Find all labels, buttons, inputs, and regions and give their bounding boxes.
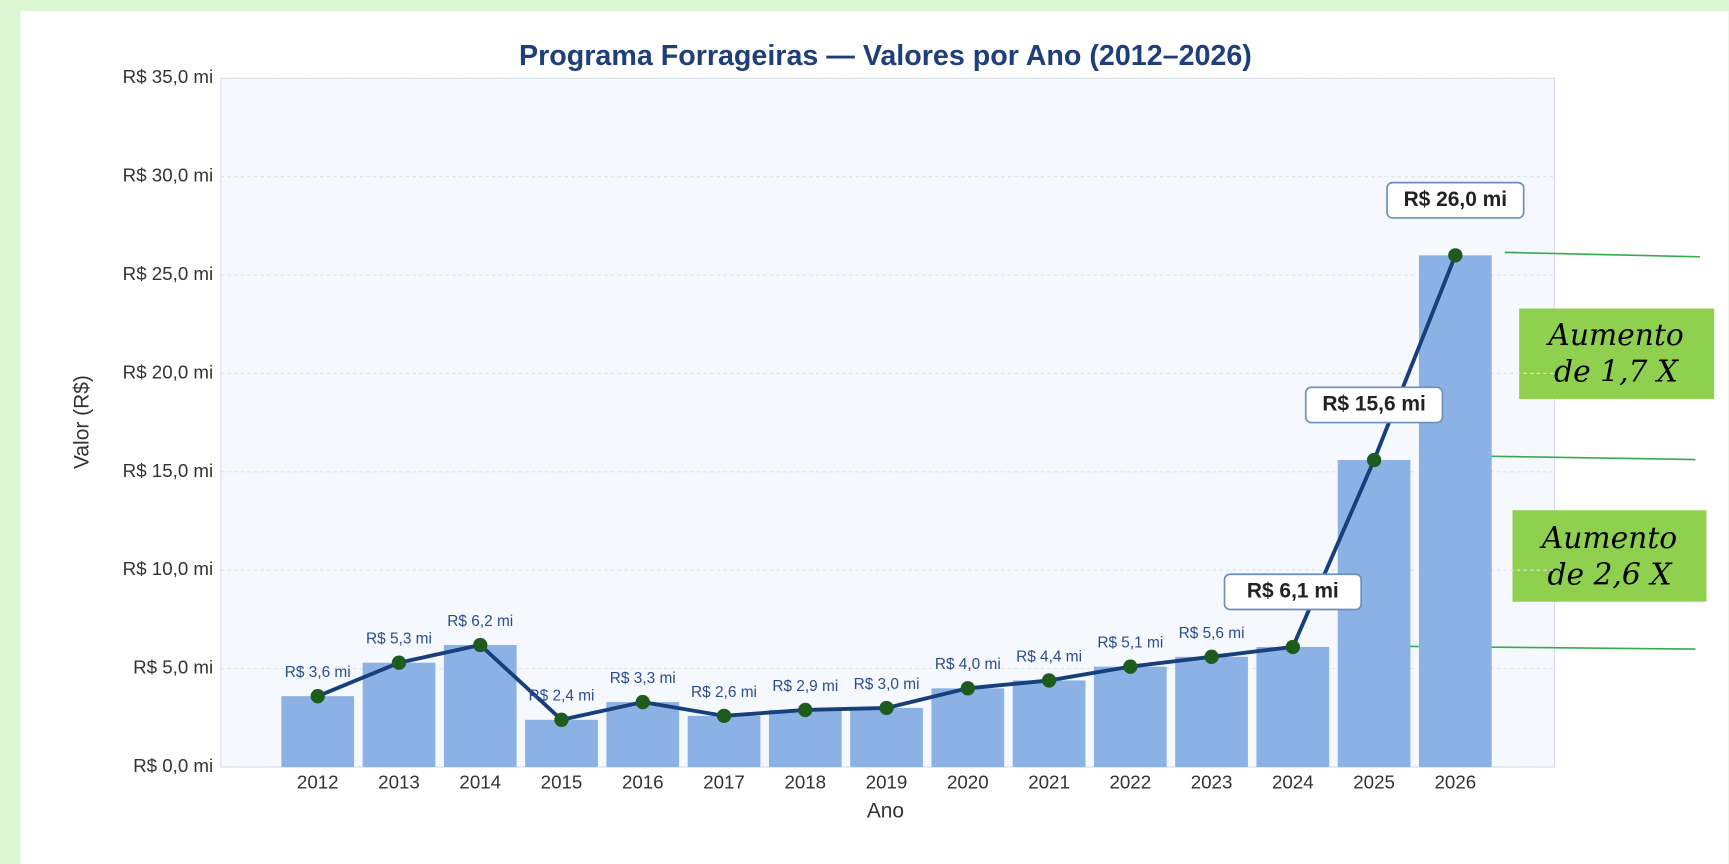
y-tick-label: R$ 20,0 mi <box>123 361 214 382</box>
data-label: R$ 5,6 mi <box>1179 625 1245 642</box>
marker <box>798 702 813 718</box>
bar <box>1256 646 1330 768</box>
data-label: R$ 2,6 mi <box>691 684 757 701</box>
y-tick-label: R$ 25,0 mi <box>123 263 214 284</box>
annotation-box <box>1512 510 1707 602</box>
data-label: R$ 4,0 mi <box>935 656 1001 673</box>
annotation: de 2,6 X <box>1547 557 1673 592</box>
annotation: Aumento <box>1545 318 1684 353</box>
data-label: R$ 4,4 mi <box>1016 648 1082 665</box>
bar <box>1093 666 1167 768</box>
x-tick-label: 2015 <box>541 772 583 793</box>
x-tick-label: 2022 <box>1109 772 1151 793</box>
x-tick-label: 2017 <box>703 772 745 793</box>
label-box <box>1223 573 1362 611</box>
x-tick-label: 2013 <box>378 772 420 793</box>
bar <box>1337 460 1411 768</box>
data-label: R$ 6,1 mi <box>1247 579 1339 602</box>
annotation-box <box>1519 308 1715 399</box>
bar <box>931 688 1005 768</box>
annotation: de 1,7 X <box>1554 355 1680 390</box>
bar <box>443 645 517 768</box>
x-tick-label: 2024 <box>1272 772 1314 793</box>
x-tick-label: 2012 <box>297 772 339 793</box>
y-tick-label: R$ 15,0 mi <box>123 460 214 481</box>
data-label: R$ 3,6 mi <box>285 664 351 681</box>
bar <box>606 702 680 768</box>
x-tick-label: 2023 <box>1191 772 1233 793</box>
data-label: R$ 6,2 mi <box>447 613 513 630</box>
bar <box>687 715 761 768</box>
guide-line <box>1504 251 1700 258</box>
x-tick-label: 2021 <box>1028 772 1070 793</box>
y-axis-label: Valor (R$) <box>71 375 94 469</box>
marker <box>310 689 325 704</box>
data-label: R$ 3,0 mi <box>854 676 920 693</box>
data-label: R$ 5,1 mi <box>1097 635 1163 652</box>
marker <box>1123 659 1138 674</box>
chart-title: Programa Forrageiras — Valores por Ano (… <box>519 40 1252 72</box>
x-tick-label: 2016 <box>622 772 664 793</box>
marker <box>1366 452 1382 468</box>
data-label: R$ 5,3 mi <box>366 631 432 648</box>
data-label: R$ 15,6 mi <box>1322 392 1426 415</box>
x-tick-label: 2018 <box>784 772 826 793</box>
marker <box>1448 248 1463 263</box>
x-tick-label: 2026 <box>1435 772 1477 793</box>
y-tick-label: R$ 35,0 mi <box>123 66 214 87</box>
label-box <box>1386 181 1525 219</box>
y-tick-label: R$ 0,0 mi <box>133 755 213 776</box>
marker <box>716 708 732 724</box>
annotation: Aumento <box>1539 521 1677 556</box>
bar <box>1012 680 1086 768</box>
x-tick-label: 2020 <box>947 772 989 793</box>
marker <box>554 712 569 727</box>
data-label: R$ 2,9 mi <box>772 678 838 695</box>
y-tick-label: R$ 30,0 mi <box>123 165 214 186</box>
x-axis-label: Ano <box>867 800 904 823</box>
bar <box>850 707 923 768</box>
x-tick-label: 2014 <box>459 772 501 793</box>
marker <box>1285 639 1300 655</box>
bar <box>525 719 598 768</box>
marker <box>879 700 894 716</box>
bar <box>1418 255 1492 768</box>
marker <box>635 694 650 710</box>
y-tick-label: R$ 5,0 mi <box>133 657 213 678</box>
bar <box>1175 656 1248 768</box>
y-tick-label: R$ 10,0 mi <box>123 558 214 579</box>
bar <box>768 709 842 768</box>
data-label: R$ 2,4 mi <box>529 688 595 705</box>
x-tick-label: 2025 <box>1353 772 1395 793</box>
marker <box>391 655 407 670</box>
marker <box>1041 673 1057 688</box>
data-label: R$ 3,3 mi <box>610 670 676 687</box>
bar <box>281 696 355 768</box>
x-tick-label: 2019 <box>866 772 908 793</box>
marker <box>473 637 488 653</box>
bar <box>362 662 436 768</box>
marker <box>1204 649 1219 664</box>
label-box <box>1304 386 1444 424</box>
data-label: R$ 26,0 mi <box>1404 188 1508 211</box>
marker <box>960 681 975 696</box>
